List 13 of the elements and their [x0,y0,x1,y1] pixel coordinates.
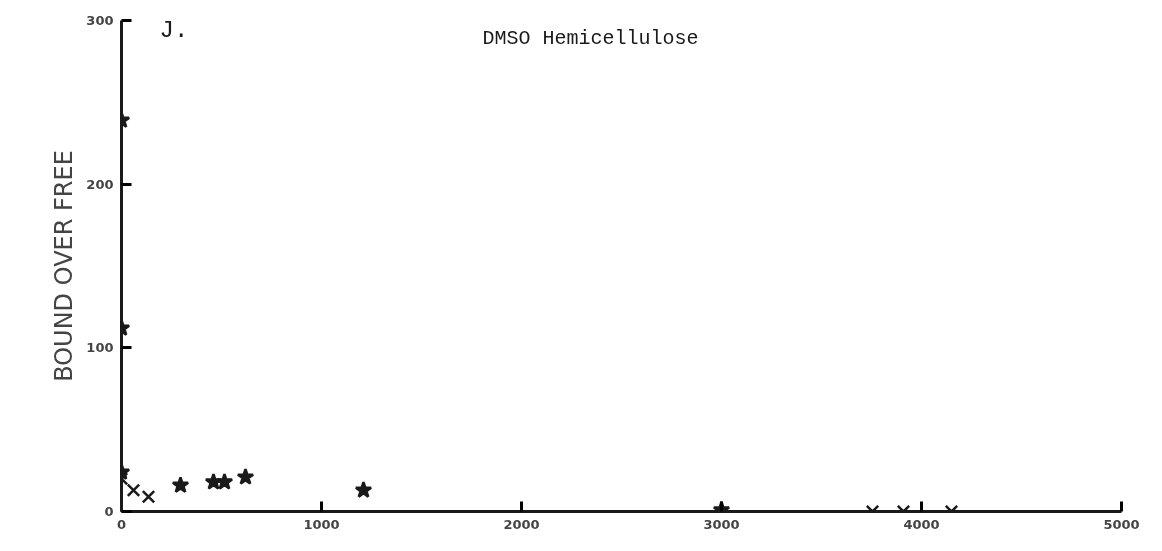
x-tick-label: 3000 [703,516,740,532]
y-tick-label: 200 [86,176,114,192]
x-tick-label: 2000 [503,516,540,532]
y-tick-label: 100 [86,340,114,356]
x-tick-label: 5000 [1103,516,1140,532]
x-tick-label: 4000 [903,516,940,532]
y-tick-label: 300 [86,13,114,28]
chart-title: DMSO Hemicellulose [482,27,699,51]
x-tick-label: 0 [116,516,127,532]
x-tick-label: 1000 [303,516,340,532]
annotation: J. [159,17,189,45]
y-axis-title: BOUND OVER FREE [50,150,79,382]
y-tick-label: 0 [104,504,114,519]
